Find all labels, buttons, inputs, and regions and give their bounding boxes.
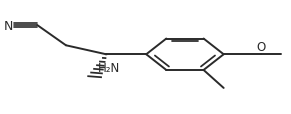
Text: O: O [256, 41, 266, 54]
Text: H₂N: H₂N [97, 62, 120, 75]
Text: N: N [3, 19, 13, 32]
